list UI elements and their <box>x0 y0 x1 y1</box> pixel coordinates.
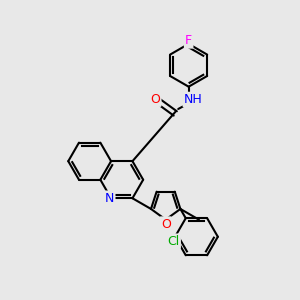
Text: N: N <box>105 192 114 205</box>
Text: O: O <box>161 218 171 231</box>
Text: F: F <box>185 34 192 47</box>
Text: Cl: Cl <box>167 235 180 248</box>
Text: NH: NH <box>184 93 202 106</box>
Text: O: O <box>150 93 160 106</box>
